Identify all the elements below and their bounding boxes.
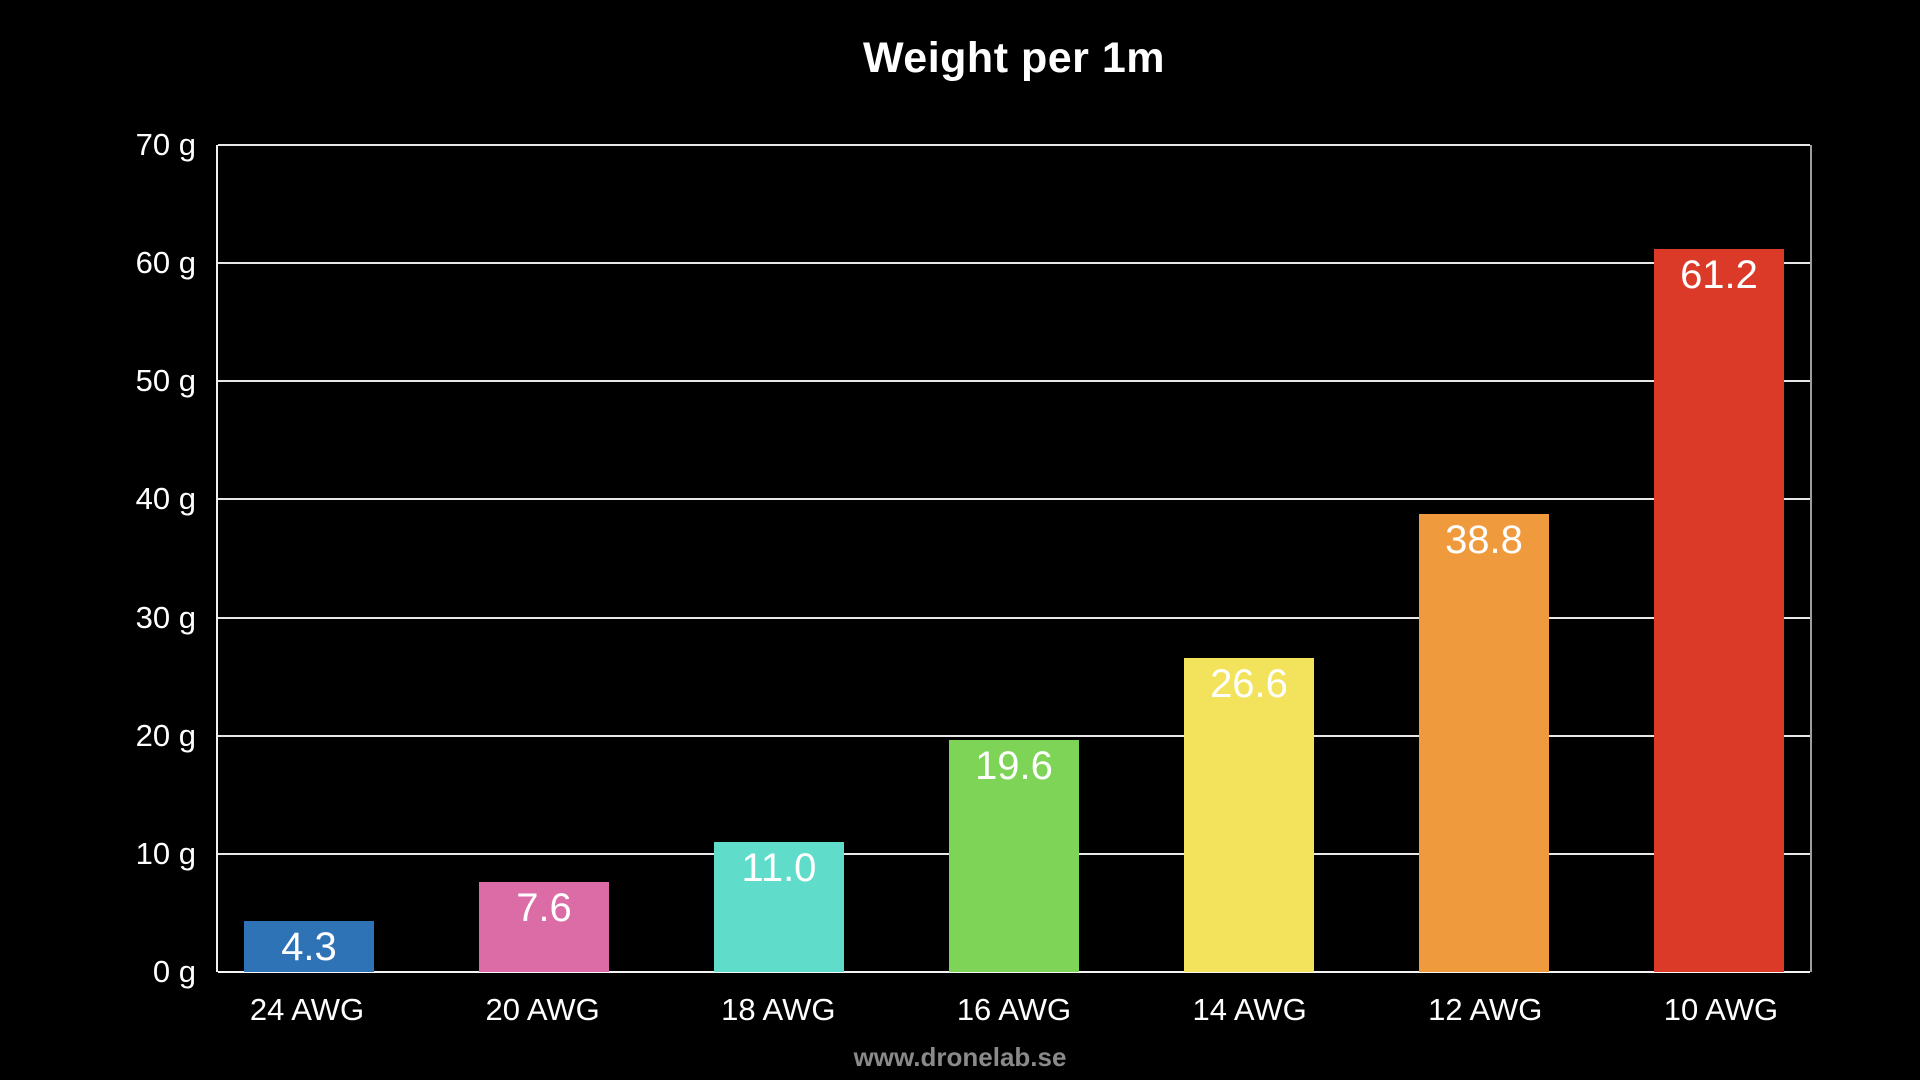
- footer-watermark: www.dronelab.se: [853, 1042, 1067, 1072]
- x-tick-label-24-awg: 24 AWG: [249, 992, 365, 1027]
- x-tick-label-16-awg: 16 AWG: [956, 992, 1072, 1027]
- x-tick-label-12-awg: 12 AWG: [1428, 992, 1543, 1027]
- y-tick-label: 30 g: [135, 599, 196, 635]
- y-tick-label: 0 g: [152, 954, 196, 989]
- bar-value-label: 61.2: [1680, 252, 1758, 297]
- y-tick-label: 10 g: [135, 835, 196, 871]
- x-tick-label-18-awg: 18 AWG: [721, 992, 836, 1027]
- bar-18-awg: 11.0: [714, 842, 844, 972]
- gridline-50-g: [218, 380, 1810, 383]
- gridline-0-g: [218, 971, 1810, 973]
- chart-title: Weight per 1m: [863, 34, 1165, 82]
- bar-16-awg: 19.6: [949, 740, 1079, 972]
- bar-20-awg: 7.6: [479, 882, 609, 972]
- bar-value-label: 26.6: [1210, 661, 1288, 706]
- x-tick-label-10-awg: 10 AWG: [1663, 992, 1779, 1027]
- bar-14-awg: 26.6: [1184, 657, 1314, 972]
- y-tick-label: 20 g: [135, 717, 196, 753]
- gridline-70-g: [218, 144, 1810, 146]
- bar-value-label: 19.6: [975, 744, 1053, 789]
- x-axis-tick-labels: 24 AWG 20 AWG 18 AWG 16 AWG 14 AWG 12 AWG 10 A…: [216, 992, 1812, 1028]
- bar-series: 4.3 7.6 11.0 19.6 26.6 38.8 61.2: [218, 145, 1810, 972]
- y-axis-tick-labels: 0 g 10 g 20 g 30 g 40 g 50 g 60 g 70 g: [0, 0, 196, 1080]
- gridline-30-g: [218, 616, 1810, 619]
- bar-value-label: 11.0: [741, 846, 817, 891]
- x-tick-label-14-awg: 14 AWG: [1192, 992, 1307, 1027]
- bar-12-awg: 38.8: [1419, 513, 1549, 972]
- bar-value-label: 7.6: [516, 886, 572, 931]
- y-tick-label: 70 g: [135, 127, 196, 162]
- y-tick-label: 60 g: [135, 245, 196, 281]
- gridline-60-g: [218, 262, 1810, 265]
- plot-area: 4.3 7.6 11.0 19.6 26.6 38.8 61.2: [216, 144, 1812, 973]
- bar-value-label: 4.3: [281, 925, 337, 970]
- y-tick-label: 50 g: [135, 363, 196, 399]
- gridline-20-g: [218, 734, 1810, 737]
- y-tick-label: 40 g: [135, 481, 196, 517]
- bar-value-label: 38.8: [1445, 517, 1523, 562]
- x-tick-label-20-awg: 20 AWG: [485, 992, 600, 1027]
- gridline-40-g: [218, 498, 1810, 501]
- bar-24-awg: 4.3: [244, 921, 374, 972]
- bar-10-awg: 61.2: [1654, 248, 1784, 972]
